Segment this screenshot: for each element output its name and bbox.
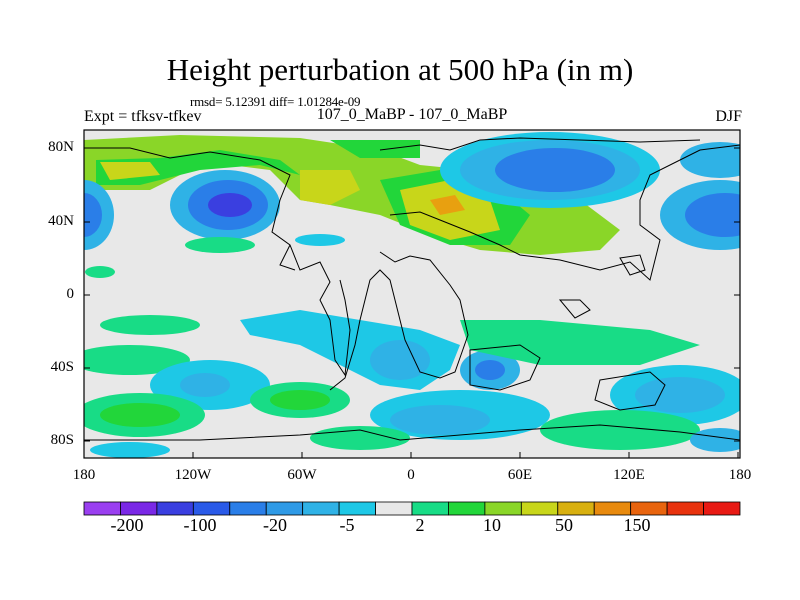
colorbar-label: 50 bbox=[555, 515, 573, 535]
colorbar-swatch bbox=[83, 501, 121, 516]
lon-tick-label: 60E bbox=[507, 467, 533, 483]
colorbar-swatch bbox=[630, 501, 668, 516]
lon-tick-label: 0 bbox=[407, 467, 415, 483]
colorbar-swatch bbox=[666, 501, 704, 516]
model-comparison-label: 107_0_MaBP - 107_0_MaBP bbox=[316, 106, 508, 123]
colorbar-swatch bbox=[375, 501, 413, 516]
map-frame bbox=[83, 129, 741, 459]
experiment-label: Expt = tfksv-tfkev bbox=[84, 108, 202, 125]
lon-tick-label: 120W bbox=[174, 467, 212, 483]
colorbar-label: -5 bbox=[339, 515, 355, 535]
colorbar-swatch bbox=[302, 501, 340, 516]
colorbar-label: 10 bbox=[483, 515, 501, 535]
contour-field bbox=[84, 130, 740, 458]
lat-tick-label: 40N bbox=[48, 213, 74, 229]
colorbar-swatch bbox=[411, 501, 449, 516]
colorbar-swatch bbox=[520, 501, 559, 516]
colorbar-label: -100 bbox=[183, 515, 217, 535]
colorbar-swatch bbox=[338, 501, 376, 516]
colorbar-swatch bbox=[703, 501, 741, 516]
page-title: Height perturbation at 500 hPa (in m) bbox=[166, 52, 634, 87]
colorbar-label: -20 bbox=[263, 515, 287, 535]
lon-tick-label: 180 bbox=[72, 467, 96, 483]
lat-tick-label: 0 bbox=[66, 286, 75, 302]
colorbar-swatch bbox=[484, 501, 522, 516]
lat-tick-label: 80S bbox=[50, 432, 74, 448]
colorbar-swatch bbox=[156, 501, 194, 516]
contour-positive-indian-ocean bbox=[460, 320, 700, 365]
lon-tick-label: 60W bbox=[287, 467, 317, 483]
colorbar-label: -200 bbox=[110, 515, 144, 535]
colorbar-swatch bbox=[120, 501, 158, 516]
lon-tick-label: 120E bbox=[613, 467, 645, 483]
colorbar-swatch bbox=[593, 501, 632, 516]
colorbar-swatch bbox=[557, 501, 595, 516]
colorbar bbox=[83, 501, 741, 516]
colorbar-swatch bbox=[265, 501, 304, 516]
lon-tick-label: 180 bbox=[728, 467, 752, 483]
colorbar-label: 2 bbox=[415, 515, 425, 535]
coastlines bbox=[84, 137, 740, 441]
axis-ticks bbox=[83, 147, 740, 458]
season-label: DJF bbox=[715, 108, 742, 125]
lat-tick-label: 40S bbox=[50, 359, 74, 375]
colorbar-swatch bbox=[229, 501, 267, 516]
lat-tick-label: 80N bbox=[48, 139, 74, 155]
colorbar-swatch bbox=[192, 501, 231, 516]
colorbar-label: 150 bbox=[623, 515, 651, 535]
colorbar-swatch bbox=[448, 501, 486, 516]
rmsd-diff-stats: rmsd= 5.12391 diff= 1.01284e-09 bbox=[190, 94, 361, 109]
